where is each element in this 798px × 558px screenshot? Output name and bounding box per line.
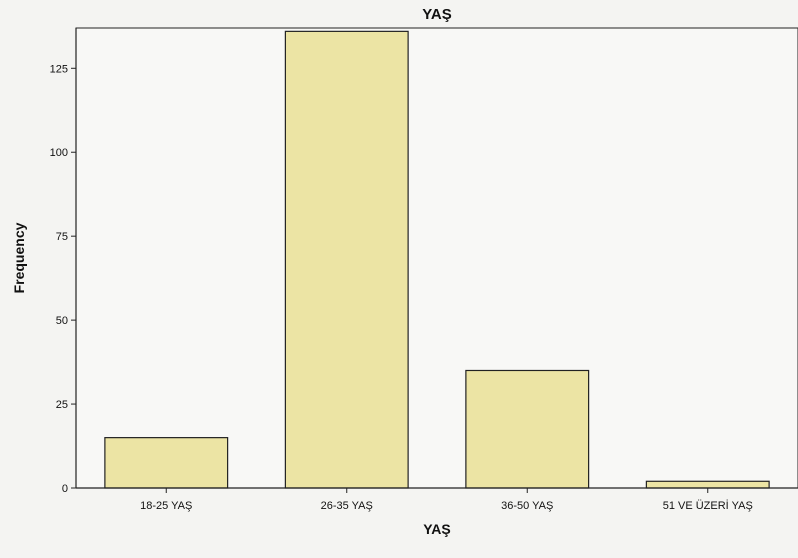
- x-tick-label: 51 VE ÜZERİ YAŞ: [663, 499, 753, 512]
- y-axis-ticks: 0 25 50 75 100 125: [50, 63, 76, 495]
- x-axis-title: YAŞ: [423, 521, 451, 537]
- chart-title: YAŞ: [422, 6, 451, 23]
- x-tick-label: 36-50 YAŞ: [501, 500, 553, 512]
- y-axis-title: Frequency: [11, 222, 27, 293]
- y-tick-label: 125: [50, 63, 68, 75]
- y-tick-label: 100: [50, 147, 68, 159]
- y-tick-label: 75: [56, 231, 68, 243]
- x-tick-label: 26-35 YAŞ: [321, 500, 373, 512]
- y-tick-label: 25: [56, 399, 68, 411]
- plot-area: [76, 28, 798, 488]
- x-axis-ticks: 18-25 YAŞ 26-35 YAŞ 36-50 YAŞ 51 VE ÜZERİ Y…: [140, 488, 753, 512]
- x-tick-label: 18-25 YAŞ: [140, 500, 192, 512]
- bar: [646, 481, 769, 488]
- y-tick-label: 50: [56, 315, 68, 327]
- bar: [285, 31, 408, 488]
- y-tick-label: 0: [62, 483, 68, 495]
- bar: [466, 370, 589, 488]
- bar: [105, 438, 228, 488]
